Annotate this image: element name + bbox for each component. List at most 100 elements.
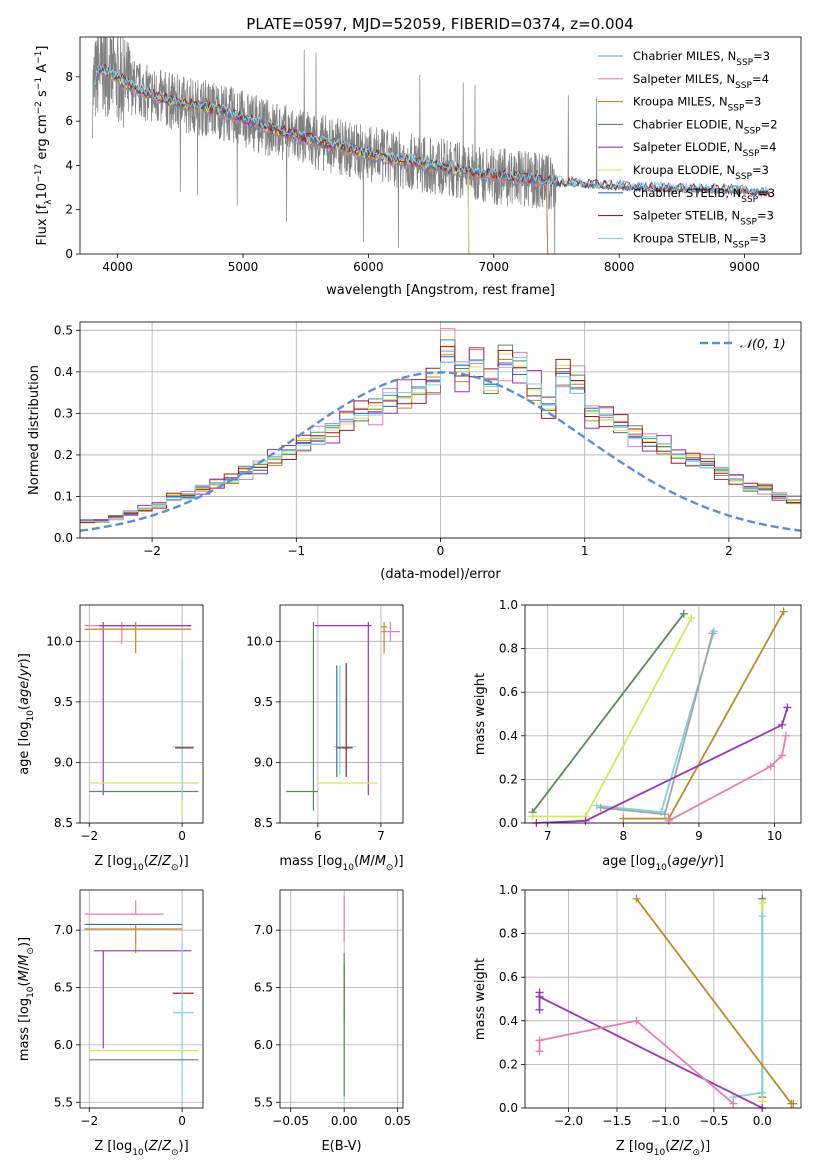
weight-vs-age-point-marker	[778, 751, 787, 760]
spectrum-xtick-label: 5000	[228, 260, 259, 274]
spectrum-panel: 4000 5000 6000 7000 8000 9000 0 2 4 6 8 wavelength …	[34, 36, 802, 298]
weight-vs-age-xlabel-part: 10	[655, 863, 667, 873]
legend-label-part: =2	[761, 117, 778, 131]
spectrum-ylabel-part: s	[35, 90, 50, 101]
weight-vs-Z-panel: −2.0 −1.5 −1.0 −0.5 0.0 0.0 0.2 0.4 0.6 0.8 1.0 Z […	[473, 883, 802, 1158]
age-vs-Z-xlabel-part: (	[144, 854, 149, 869]
mass-vs-ebv-xtick-label: −0.05	[272, 1114, 309, 1128]
weight-vs-Z-point-marker	[758, 912, 767, 921]
legend-label-part: =3	[749, 231, 766, 245]
age-vs-mass-ytick-label: 9.5	[254, 695, 273, 709]
mass-vs-Z-ylabel-part: (	[17, 981, 32, 986]
residuals-xtick-label: −2	[143, 544, 161, 558]
weight-vs-age-frame	[524, 604, 802, 824]
age-vs-Z-ytick-label: 10.0	[46, 634, 73, 648]
mass-vs-ebv-panel: −0.05 0.00 0.05 5.5 6.0 6.5 7.0 E(B-V)	[254, 889, 411, 1154]
weight-vs-Z-xlabel-part: 10	[654, 1148, 666, 1158]
residuals-ytick-label: 0.1	[54, 489, 73, 503]
weight-vs-age-series-line	[600, 633, 714, 816]
weight-vs-Z-xlabel-part: Z [log	[616, 1139, 654, 1154]
weight-vs-Z-point-marker	[758, 899, 767, 908]
age-vs-mass-ytick-label: 9.0	[254, 755, 273, 769]
mass-vs-Z-ytick-label: 6.0	[54, 1038, 73, 1052]
age-vs-mass-xlabel-part: /	[370, 854, 375, 869]
legend-label-part: =4	[752, 72, 769, 86]
weight-vs-age-point-marker	[766, 762, 775, 771]
legend-label: Salpeter STELIB, NSSP=3	[633, 209, 774, 228]
age-vs-mass-xtick-label: 7	[377, 829, 385, 843]
residuals-ylabel: Normed distribution	[27, 365, 42, 495]
residuals-ytick-label: 0.0	[54, 531, 73, 545]
legend-label: Kroupa STELIB, NSSP=3	[633, 231, 766, 250]
weight-vs-age-point-marker	[783, 703, 792, 712]
age-vs-Z-panel: −2 08.59.09.510.0Z [log10(Z/Z⊙)]age [log1…	[17, 604, 204, 873]
weight-vs-Z-ytick-label: 0.4	[499, 1014, 518, 1028]
weight-vs-age-xtick-label: 9	[695, 829, 703, 843]
spectrum-xtick-label: 7000	[479, 260, 510, 274]
age-vs-Z-ylabel: age [log10(age/yr)]	[17, 653, 36, 775]
weight-vs-age-xtick-label: 7	[544, 829, 552, 843]
legend-label-part: SSP	[736, 58, 753, 68]
weight-vs-age-point-marker	[679, 609, 688, 618]
legend-label-part: SSP	[744, 126, 761, 136]
spectrum-frame	[79, 36, 802, 255]
age-vs-Z-ytick-label: 9.5	[54, 695, 73, 709]
mass-vs-ebv-xtick-label: 0.05	[384, 1114, 411, 1128]
weight-vs-age-xtick-label: 10	[767, 829, 782, 843]
legend-label: Kroupa ELODIE, NSSP=3	[633, 163, 769, 182]
weight-vs-Z-point-marker	[729, 1099, 738, 1108]
weight-vs-Z-xlabel: Z [log10(Z/Z⊙)]	[616, 1139, 710, 1158]
weight-vs-age-point-marker	[664, 816, 673, 825]
age-vs-mass-xlabel-part: (	[354, 854, 359, 869]
age-vs-Z-ylabel-part: )]	[17, 653, 32, 663]
age-vs-Z-xlabel-part: )]	[179, 854, 189, 869]
legend-label-part: =4	[760, 140, 777, 154]
spectrum-ylabel-part: ]	[35, 46, 50, 51]
mass-vs-ebv-ytick-label: 6.5	[254, 981, 273, 995]
weight-vs-Z-ytick-label: 0.2	[499, 1057, 518, 1071]
mass-vs-Z-xlabel-part: /	[158, 1139, 163, 1154]
legend-label: Kroupa MILES, NSSP=3	[633, 95, 761, 114]
legend-label-part: Kroupa STELIB, N	[633, 231, 733, 245]
weight-vs-age-xlabel-part: )]	[714, 854, 724, 869]
weight-vs-age-point-marker	[708, 629, 717, 638]
age-vs-Z-xlabel-part: Z	[161, 854, 172, 869]
age-vs-Z-xlabel-part: 10	[132, 863, 144, 873]
age-vs-Z-ylabel-part: age [log	[17, 722, 32, 775]
age-vs-mass-ytick-label: 10.0	[246, 634, 273, 648]
age-vs-Z-frame	[79, 604, 204, 824]
residuals-xtick-label: −1	[287, 544, 305, 558]
spectrum-ytick-label: 8	[65, 70, 73, 84]
weight-vs-Z-xlabel-part: ⊙	[692, 1148, 700, 1158]
weight-vs-Z-ytick-label: 0.6	[499, 970, 518, 984]
mass-vs-Z-ylabel-part: ⊙	[26, 947, 36, 955]
weight-vs-Z-point-marker	[535, 1005, 544, 1014]
weight-vs-age-series-line	[536, 707, 789, 823]
mass-vs-Z-ylabel-part: mass [log	[17, 998, 32, 1061]
weight-vs-Z-xlabel-part: )]	[700, 1139, 710, 1154]
residuals-xtick-label: 0	[437, 544, 445, 558]
age-vs-Z-xlabel-part: Z	[148, 854, 159, 869]
age-vs-Z-ylabel-part: 10	[26, 710, 36, 722]
spectrum-xtick-label: 8000	[604, 260, 635, 274]
mass-vs-ebv-ytick-label: 6.0	[254, 1038, 273, 1052]
age-vs-mass-ytick-label: 8.5	[254, 816, 273, 830]
spectrum-ylabel-part: λ	[44, 199, 54, 205]
age-vs-mass-xlabel-part: 10	[343, 863, 355, 873]
spectrum-ylabel-part: −1	[34, 77, 44, 90]
weight-vs-age-point-marker	[779, 607, 788, 616]
weight-vs-age-xlabel-part: yr	[700, 854, 716, 869]
weight-vs-Z-point-marker	[535, 1047, 544, 1056]
weight-vs-Z-xlabel-part: Z	[669, 1139, 680, 1154]
age-vs-mass-xlabel-part: M	[375, 854, 386, 869]
legend-label-part: SSP	[741, 195, 758, 205]
mass-vs-Z-ylabel-part: 10	[26, 986, 36, 998]
weight-vs-age-series-line	[623, 611, 785, 820]
age-vs-mass-frame	[279, 604, 404, 824]
weight-vs-age-point-marker	[596, 803, 605, 812]
gaussian-legend-label: 𝒩(0, 1)	[740, 336, 786, 351]
legend-label-part: Kroupa MILES, N	[633, 95, 728, 109]
weight-vs-age-point-marker	[619, 814, 628, 823]
age-vs-Z-xlabel: Z [log10(Z/Z⊙)]	[94, 854, 188, 873]
